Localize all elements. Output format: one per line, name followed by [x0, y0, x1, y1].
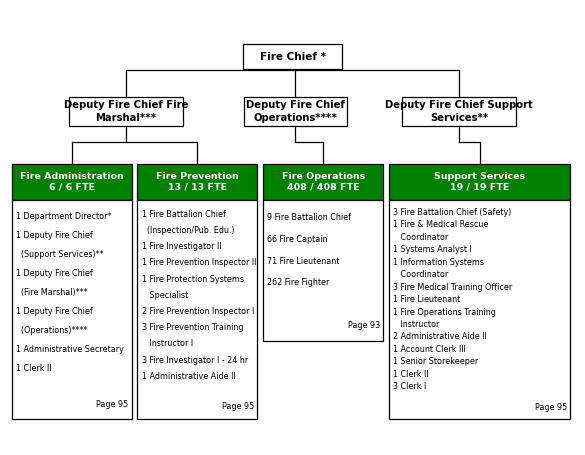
FancyBboxPatch shape: [137, 200, 257, 419]
Text: 1 Deputy Fire Chief: 1 Deputy Fire Chief: [16, 268, 92, 278]
Text: (Inspection/Pub. Edu.): (Inspection/Pub. Edu.): [142, 226, 234, 235]
Text: Coordinator: Coordinator: [393, 270, 448, 279]
Text: 1 Senior Storekeeper: 1 Senior Storekeeper: [393, 358, 479, 366]
Text: 3 Fire Medical Training Officer: 3 Fire Medical Training Officer: [393, 283, 512, 292]
Text: 3 Fire Prevention Training: 3 Fire Prevention Training: [142, 323, 243, 332]
Text: Page 95: Page 95: [222, 401, 254, 410]
Text: Page 95: Page 95: [535, 404, 567, 412]
Text: Fire Prevention
13 / 13 FTE: Fire Prevention 13 / 13 FTE: [156, 172, 239, 192]
Text: 3 Clerk I: 3 Clerk I: [393, 382, 426, 391]
Text: Page 93: Page 93: [347, 321, 380, 330]
Text: 1 Fire Operations Training: 1 Fire Operations Training: [393, 308, 496, 317]
Text: 1 Fire Prevention Inspector II: 1 Fire Prevention Inspector II: [142, 258, 256, 268]
Text: Deputy Fire Chief Fire
Marshal***: Deputy Fire Chief Fire Marshal***: [64, 100, 188, 123]
FancyBboxPatch shape: [69, 96, 183, 126]
Text: 66 Fire Captain: 66 Fire Captain: [267, 235, 328, 244]
FancyBboxPatch shape: [389, 164, 570, 200]
Text: 1 Administrative Aide II: 1 Administrative Aide II: [142, 372, 235, 381]
Text: (Operations)****: (Operations)****: [16, 325, 87, 334]
Text: 1 Information Systems: 1 Information Systems: [393, 258, 484, 267]
Text: Deputy Fire Chief Support
Services**: Deputy Fire Chief Support Services**: [386, 100, 533, 123]
Text: 1 Department Director*: 1 Department Director*: [16, 212, 111, 221]
Text: Deputy Fire Chief
Operations****: Deputy Fire Chief Operations****: [246, 100, 345, 123]
Text: 1 Fire & Medical Rescue: 1 Fire & Medical Rescue: [393, 220, 488, 229]
FancyBboxPatch shape: [402, 96, 517, 126]
Text: 1 Deputy Fire Chief: 1 Deputy Fire Chief: [16, 231, 92, 240]
FancyBboxPatch shape: [12, 200, 132, 419]
Text: 1 Systems Analyst I: 1 Systems Analyst I: [393, 245, 472, 254]
Text: 262 Fire Fighter: 262 Fire Fighter: [267, 278, 330, 287]
FancyBboxPatch shape: [12, 164, 132, 200]
Text: 1 Fire Lieutenant: 1 Fire Lieutenant: [393, 295, 460, 304]
Text: 1 Deputy Fire Chief: 1 Deputy Fire Chief: [16, 307, 92, 316]
Text: 3 Fire Battalion Chief (Safety): 3 Fire Battalion Chief (Safety): [393, 207, 511, 217]
FancyBboxPatch shape: [137, 164, 257, 200]
FancyBboxPatch shape: [263, 200, 383, 341]
Text: 2 Administrative Aide II: 2 Administrative Aide II: [393, 333, 487, 342]
FancyBboxPatch shape: [389, 200, 570, 419]
FancyBboxPatch shape: [245, 96, 346, 126]
Text: (Support Services)**: (Support Services)**: [16, 250, 104, 258]
Text: Specialist: Specialist: [142, 291, 188, 300]
Text: 1 Administrative Secretary: 1 Administrative Secretary: [16, 344, 123, 354]
Text: 9 Fire Battalion Chief: 9 Fire Battalion Chief: [267, 213, 352, 222]
Text: Instructor I: Instructor I: [142, 339, 192, 349]
Text: Fire Administration
6 / 6 FTE: Fire Administration 6 / 6 FTE: [20, 172, 123, 192]
Text: 1 Clerk II: 1 Clerk II: [393, 370, 429, 379]
FancyBboxPatch shape: [263, 164, 383, 200]
Text: Fire Operations
408 / 408 FTE: Fire Operations 408 / 408 FTE: [281, 172, 365, 192]
Text: 1 Fire Investigator II: 1 Fire Investigator II: [142, 242, 221, 251]
Text: 3 Fire Investigator I - 24 hr: 3 Fire Investigator I - 24 hr: [142, 355, 247, 364]
Text: Coordinator: Coordinator: [393, 233, 448, 242]
Text: Page 95: Page 95: [96, 400, 128, 409]
Text: 1 Fire Protection Systems: 1 Fire Protection Systems: [142, 275, 243, 283]
Text: (Fire Marshal)***: (Fire Marshal)***: [16, 288, 87, 297]
Text: 71 Fire Lieutenant: 71 Fire Lieutenant: [267, 257, 340, 266]
Text: 1 Clerk II: 1 Clerk II: [16, 364, 51, 373]
Text: Support Services
19 / 19 FTE: Support Services 19 / 19 FTE: [434, 172, 525, 192]
Text: 1 Fire Battalion Chief: 1 Fire Battalion Chief: [142, 210, 225, 219]
Text: Instructor: Instructor: [393, 320, 439, 329]
Text: Fire Chief *: Fire Chief *: [260, 52, 325, 62]
FancyBboxPatch shape: [243, 44, 342, 69]
Text: 1 Account Clerk III: 1 Account Clerk III: [393, 345, 466, 354]
Text: 2 Fire Prevention Inspector I: 2 Fire Prevention Inspector I: [142, 307, 254, 316]
